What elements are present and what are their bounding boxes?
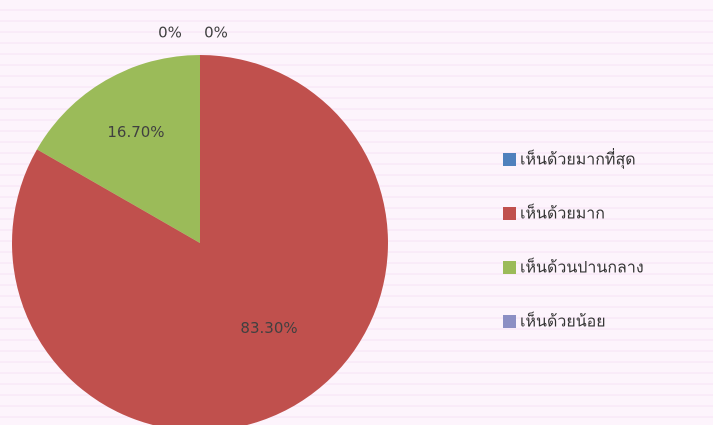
legend-text: เห็นด้วยมาก [520,203,605,223]
pie-slice [36,55,200,243]
data-label: 0% [158,24,182,42]
legend-swatch [503,153,516,166]
legend-text: เห็นด้วยน้อย [520,311,606,331]
data-label: 83.30% [240,319,297,337]
legend-swatch [503,261,516,274]
legend-swatch [503,207,516,220]
legend-text: เห็นด้วนปานกลาง [520,257,644,277]
data-label: 16.70% [107,123,164,141]
legend-text: เห็นด้วยมากที่สุด [520,148,636,170]
pie-slice [12,55,388,425]
data-label: 0% [204,24,228,42]
legend-swatch [503,315,516,328]
